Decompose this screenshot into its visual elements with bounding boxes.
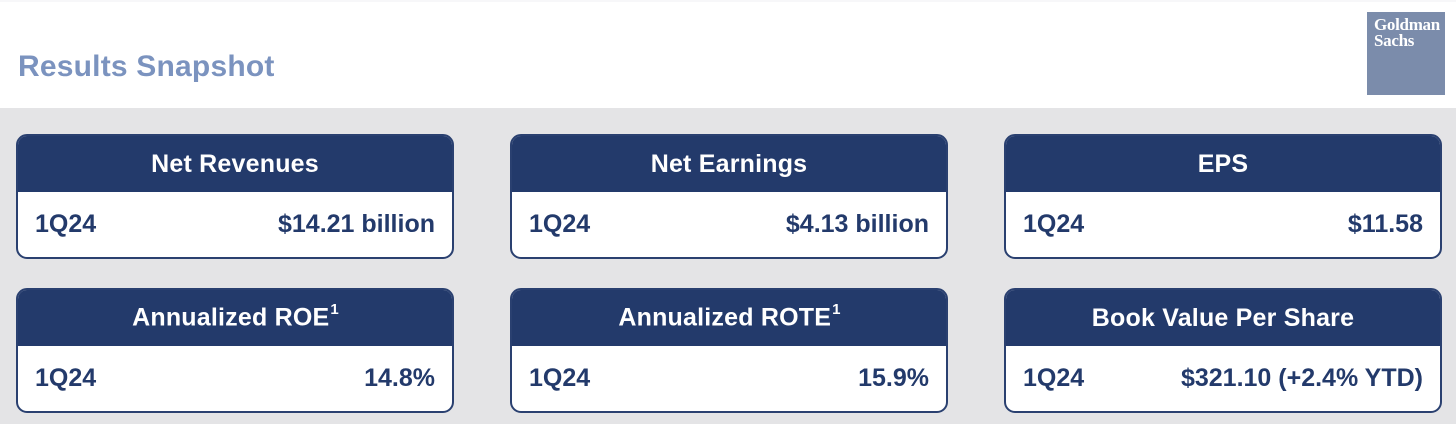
metric-period: 1Q24 — [1023, 210, 1085, 238]
metric-cards-grid: Net Revenues 1Q24 $14.21 billion Net Ear… — [16, 134, 1442, 413]
card-net-revenues-header: Net Revenues — [18, 136, 452, 192]
metric-period: 1Q24 — [529, 364, 591, 392]
card-net-earnings-header: Net Earnings — [512, 136, 946, 192]
card-net-earnings-body: 1Q24 $4.13 billion — [512, 192, 946, 257]
card-annualized-roe-body: 1Q24 14.8% — [18, 346, 452, 411]
logo-line-2: Sachs — [1374, 30, 1415, 50]
logo-line-1: Goldman — [1374, 15, 1440, 34]
metric-title-text: Net Earnings — [650, 149, 808, 178]
card-annualized-rote-body: 1Q24 15.9% — [512, 346, 946, 411]
metric-value: $11.58 — [1347, 210, 1423, 238]
metric-period: 1Q24 — [1023, 364, 1085, 392]
metric-title: Book Value Per Share — [1092, 304, 1354, 333]
metric-value: 15.9% — [858, 364, 929, 392]
metric-title-text: Book Value Per Share — [1091, 303, 1355, 332]
header-band: Results Snapshot Goldman Sachs — [0, 0, 1456, 108]
metric-title: EPS — [1198, 150, 1249, 179]
metric-title-text: EPS — [1197, 149, 1249, 178]
card-eps-header: EPS — [1006, 136, 1440, 192]
card-net-revenues-body: 1Q24 $14.21 billion — [18, 192, 452, 257]
results-panel: Net Revenues 1Q24 $14.21 billion Net Ear… — [0, 108, 1456, 424]
metric-value: $321.10 (+2.4% YTD) — [1180, 364, 1423, 392]
metric-title: Net Earnings — [651, 150, 808, 179]
metric-period: 1Q24 — [529, 210, 591, 238]
metric-value: $14.21 billion — [277, 210, 435, 238]
card-book-value-per-share-body: 1Q24 $321.10 (+2.4% YTD) — [1006, 346, 1440, 411]
card-annualized-roe-header: Annualized ROE1 — [18, 290, 452, 346]
metric-value: 14.8% — [364, 364, 435, 392]
page-title: Results Snapshot — [18, 50, 275, 83]
metric-title-superscript: 1 — [832, 301, 841, 319]
metric-period: 1Q24 — [35, 210, 97, 238]
metric-title-text: Annualized ROE — [132, 303, 330, 332]
metric-title-text: Annualized ROTE — [618, 303, 832, 332]
card-book-value-per-share-header: Book Value Per Share — [1006, 290, 1440, 346]
metric-period: 1Q24 — [35, 364, 97, 392]
card-net-earnings: Net Earnings 1Q24 $4.13 billion — [510, 134, 948, 259]
metric-title-superscript: 1 — [330, 301, 339, 319]
metric-title: Net Revenues — [151, 150, 319, 179]
card-eps: EPS 1Q24 $11.58 — [1004, 134, 1442, 259]
metric-title: Annualized ROTE1 — [618, 301, 841, 332]
card-book-value-per-share: Book Value Per Share 1Q24 $321.10 (+2.4%… — [1004, 288, 1442, 413]
metric-title: Annualized ROE1 — [132, 301, 339, 332]
metric-title-text: Net Revenues — [151, 149, 319, 178]
metric-value: $4.13 billion — [785, 210, 929, 238]
card-net-revenues: Net Revenues 1Q24 $14.21 billion — [16, 134, 454, 259]
card-annualized-roe: Annualized ROE1 1Q24 14.8% — [16, 288, 454, 413]
card-annualized-rote: Annualized ROTE1 1Q24 15.9% — [510, 288, 948, 413]
card-eps-body: 1Q24 $11.58 — [1006, 192, 1440, 257]
card-annualized-rote-header: Annualized ROTE1 — [512, 290, 946, 346]
goldman-sachs-logo: Goldman Sachs — [1367, 12, 1445, 95]
